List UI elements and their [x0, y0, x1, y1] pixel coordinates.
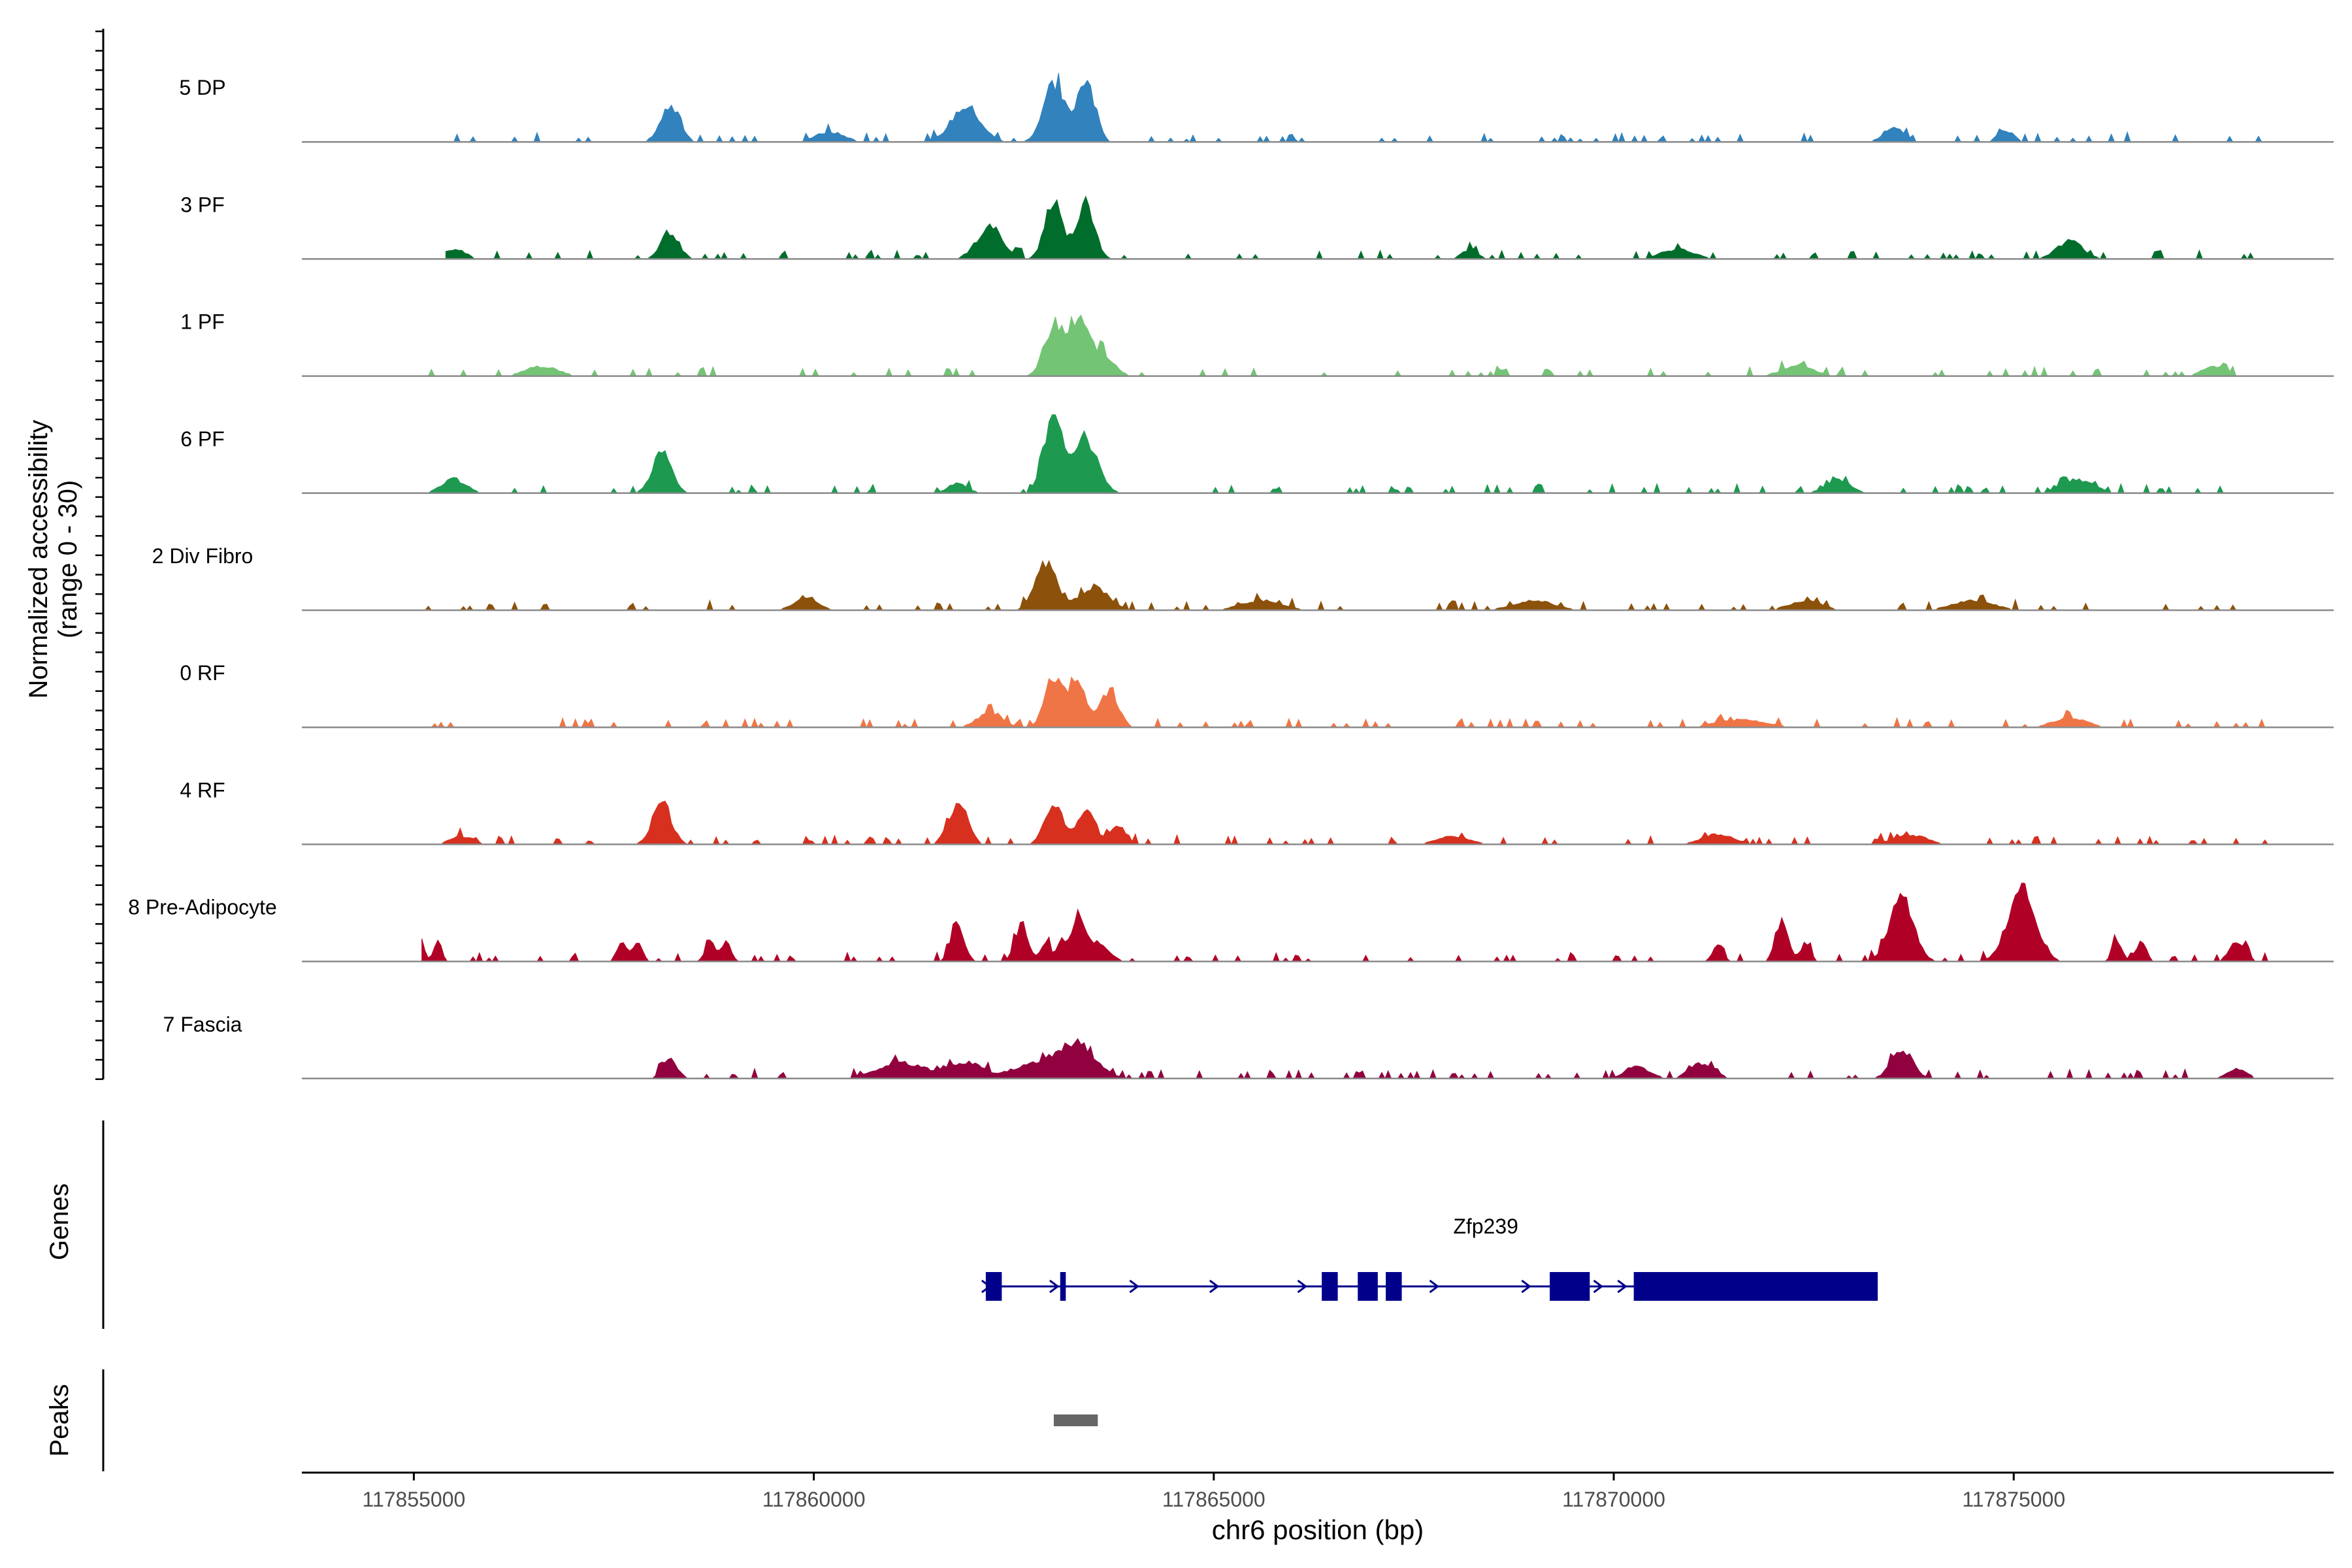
y-axis-label: Normalized accessibility: [24, 420, 53, 699]
strand-arrow: [1521, 1279, 1531, 1294]
track-label: 1 PF: [180, 310, 225, 334]
track-label: 7 Fascia: [163, 1013, 242, 1036]
peaks-panel-label: Peaks: [45, 1384, 74, 1456]
genes-panel-label: Genes: [45, 1183, 74, 1260]
y-axis-label-range: (range 0 - 30): [54, 480, 82, 638]
coverage-tracks: 5 DP 3 PF 1 PF 6 PF 2 Div Fibro 0 RF 4 RF 8 Pre…: [128, 73, 2334, 1080]
track-label: 4 RF: [180, 778, 225, 802]
strand-arrow: [1617, 1279, 1627, 1294]
track-label: 5 DP: [179, 76, 225, 99]
x-axis-ticks: 117855000 117860000 117865000 117870000 1178…: [363, 1473, 2065, 1511]
strand-arrow: [1593, 1279, 1604, 1294]
track-7: 8 Pre-Adipocyte: [128, 883, 2334, 962]
track-6: 4 RF: [180, 778, 2334, 845]
strand-arrow: [1297, 1279, 1308, 1294]
track-label: 8 Pre-Adipocyte: [128, 896, 277, 919]
x-tick-label: 117870000: [1562, 1488, 1665, 1511]
track-0: 5 DP: [179, 73, 2334, 143]
x-tick-label: 117855000: [363, 1488, 466, 1511]
strand-arrow: [1429, 1279, 1440, 1294]
gene-exon: [1060, 1272, 1066, 1301]
peak-region: [1053, 1414, 1098, 1426]
track-label: 6 PF: [180, 427, 225, 451]
track-5: 0 RF: [180, 661, 2334, 728]
peak-track: [1053, 1414, 1098, 1426]
track-2: 1 PF: [180, 310, 2334, 377]
track-label: 3 PF: [180, 193, 225, 216]
track-1: 3 PF: [180, 193, 2334, 260]
x-axis-label: chr6 position (bp): [1212, 1514, 1424, 1545]
track-label: 2 Div Fibro: [152, 544, 253, 568]
x-tick-label: 117865000: [1162, 1488, 1266, 1511]
gene-exon: [1633, 1272, 1878, 1301]
strand-arrow: [1049, 1279, 1060, 1294]
gene-exon: [1322, 1272, 1338, 1301]
y-axis-label-line1: Normalized accessibility: [24, 420, 53, 699]
track-3: 6 PF: [180, 414, 2334, 495]
y-axis-label-line2: (range 0 - 30): [54, 480, 82, 638]
gene-track: Zfp239: [981, 1215, 1878, 1301]
gene-exon: [1386, 1272, 1402, 1301]
coverage-axis-ticks: [95, 30, 103, 1081]
strand-arrow: [1129, 1279, 1139, 1294]
gene-name-label: Zfp239: [1453, 1215, 1518, 1238]
strand-arrow: [1209, 1279, 1220, 1294]
gene-exon: [1550, 1272, 1590, 1301]
gene-exon: [1358, 1272, 1378, 1301]
x-tick-label: 117860000: [762, 1488, 866, 1511]
gene-exon: [985, 1272, 1002, 1301]
track-label: 0 RF: [180, 661, 225, 685]
x-tick-label: 117875000: [1962, 1488, 2065, 1511]
track-4: 2 Div Fibro: [152, 544, 2334, 612]
track-8: 7 Fascia: [163, 1013, 2334, 1080]
